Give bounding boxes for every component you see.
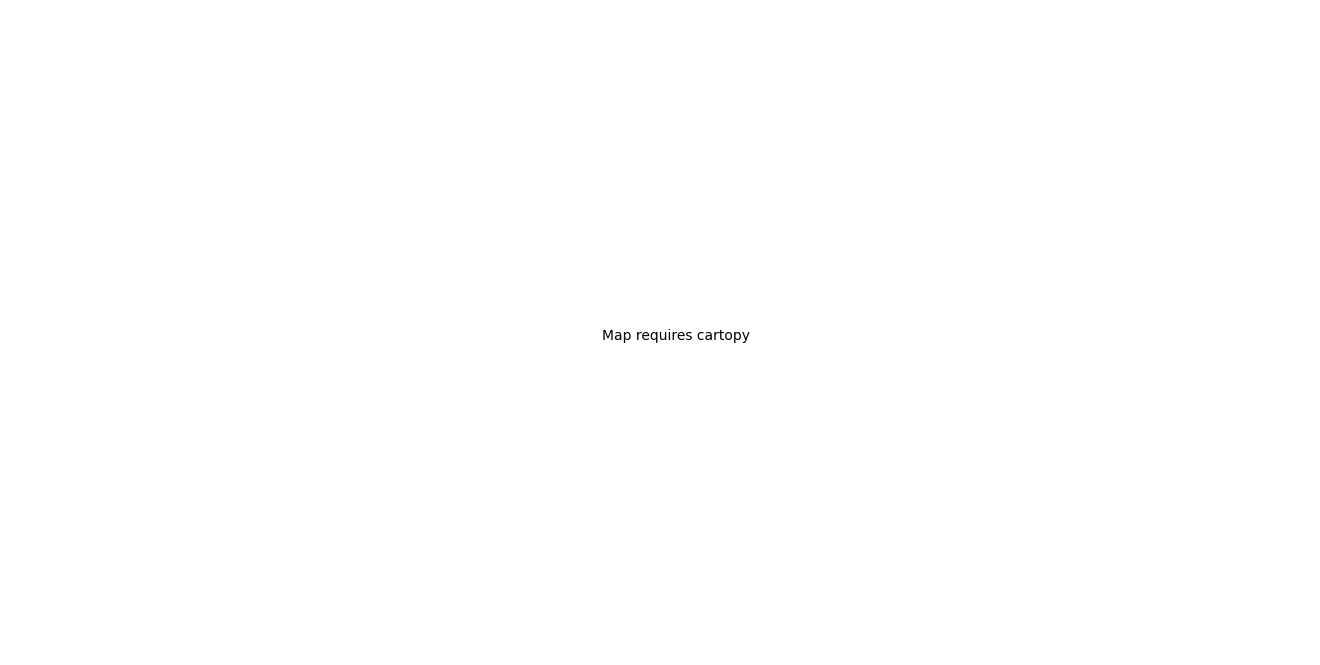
Text: Map requires cartopy: Map requires cartopy — [602, 329, 751, 343]
